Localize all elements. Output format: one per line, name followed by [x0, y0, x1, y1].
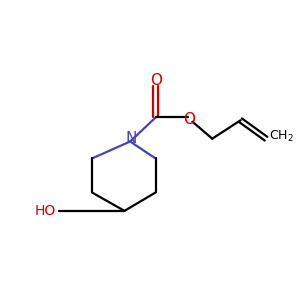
- Text: N: N: [125, 130, 137, 146]
- Text: O: O: [183, 112, 195, 127]
- Text: O: O: [150, 73, 162, 88]
- Text: HO: HO: [35, 204, 56, 218]
- Text: CH$_2$: CH$_2$: [269, 129, 294, 144]
